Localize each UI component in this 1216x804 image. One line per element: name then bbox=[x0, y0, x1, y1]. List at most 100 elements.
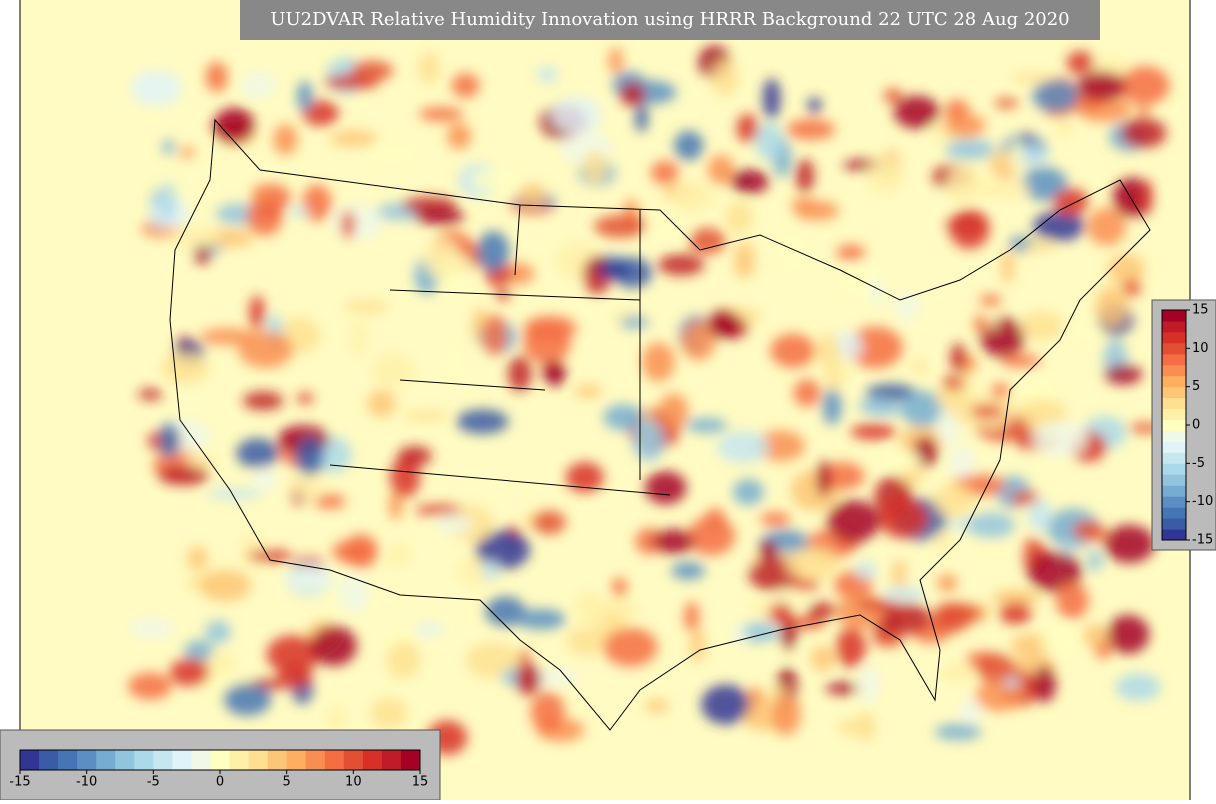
field-blob bbox=[815, 333, 841, 368]
field-blob bbox=[574, 384, 602, 398]
field-blob bbox=[1120, 118, 1167, 148]
field-blob bbox=[247, 549, 293, 563]
field-blob bbox=[329, 130, 378, 147]
field-blob bbox=[762, 645, 803, 661]
field-blob bbox=[302, 100, 339, 126]
field-blob bbox=[816, 460, 831, 498]
field-blob bbox=[537, 66, 558, 84]
field-blob bbox=[946, 164, 981, 204]
field-blob bbox=[530, 691, 565, 733]
field-blob bbox=[419, 106, 464, 122]
field-blob bbox=[194, 245, 212, 264]
colorbar-swatch bbox=[248, 750, 269, 770]
colorbar-swatch bbox=[1162, 310, 1186, 322]
field-blob bbox=[680, 320, 717, 361]
field-blob bbox=[482, 314, 508, 356]
colorbar-swatch bbox=[115, 750, 135, 770]
field-blob bbox=[658, 393, 689, 430]
field-blob bbox=[650, 160, 679, 185]
field-blob bbox=[518, 184, 547, 207]
field-blob bbox=[550, 96, 602, 134]
colorbar-tick-label: 15 bbox=[1192, 303, 1209, 318]
field-blob bbox=[128, 618, 175, 639]
field-blob bbox=[481, 560, 500, 581]
field-blob bbox=[937, 574, 958, 592]
field-blob bbox=[159, 182, 176, 222]
field-blob bbox=[990, 383, 1010, 399]
field-blob bbox=[515, 608, 566, 630]
field-blob bbox=[751, 601, 773, 614]
field-blob bbox=[532, 510, 566, 535]
field-blob bbox=[593, 215, 647, 238]
field-blob bbox=[451, 73, 480, 98]
field-blob bbox=[708, 309, 740, 340]
field-blob bbox=[999, 601, 1032, 625]
field-blob bbox=[184, 640, 214, 662]
field-blob bbox=[446, 342, 460, 384]
field-blob bbox=[975, 679, 1024, 712]
colorbar-tick-label: 0 bbox=[216, 775, 224, 790]
field-blob bbox=[969, 403, 1005, 418]
field-blob bbox=[582, 150, 608, 184]
field-blob bbox=[289, 206, 309, 218]
field-blob bbox=[387, 543, 410, 567]
colorbar-swatch bbox=[1162, 342, 1186, 355]
colorbar-swatch bbox=[20, 750, 40, 770]
field-blob bbox=[632, 419, 665, 462]
field-blob bbox=[912, 359, 927, 374]
field-blob bbox=[187, 546, 208, 571]
field-blob bbox=[686, 418, 728, 433]
colorbar-tick-label: 5 bbox=[283, 775, 291, 790]
field-blob bbox=[973, 314, 988, 333]
field-blob bbox=[645, 225, 691, 240]
field-blob bbox=[370, 697, 408, 729]
field-blob bbox=[1122, 278, 1141, 297]
field-blob bbox=[1041, 624, 1084, 659]
field-blob bbox=[128, 672, 173, 700]
colorbar-tick-label: 15 bbox=[412, 775, 429, 790]
field-blob bbox=[856, 560, 876, 580]
field-blob bbox=[171, 226, 221, 248]
field-blob bbox=[635, 103, 648, 133]
field-blob bbox=[1001, 249, 1015, 285]
field-blob bbox=[994, 98, 1019, 109]
field-blob bbox=[988, 150, 1013, 178]
field-blob bbox=[1066, 51, 1095, 75]
colorbar-swatch bbox=[1162, 430, 1186, 442]
field-blob bbox=[597, 262, 629, 279]
colorbar-tick-label: -15 bbox=[1192, 533, 1213, 548]
field-blob bbox=[330, 204, 384, 240]
field-blob bbox=[296, 392, 314, 404]
field-blob bbox=[786, 119, 836, 140]
field-blob bbox=[806, 602, 837, 619]
field-blob bbox=[1032, 421, 1089, 457]
field-blob bbox=[296, 80, 313, 112]
field-blob bbox=[894, 292, 920, 321]
field-blob bbox=[475, 530, 530, 570]
colorbar-swatch bbox=[1162, 518, 1186, 530]
field-blob bbox=[169, 658, 210, 687]
colorbar-tick-label: 5 bbox=[1192, 379, 1200, 394]
field-blob bbox=[687, 516, 736, 556]
field-blob bbox=[1056, 117, 1073, 138]
field-blob bbox=[732, 623, 746, 647]
field-blob bbox=[789, 577, 820, 593]
field-blob bbox=[130, 70, 182, 107]
field-blob bbox=[1119, 66, 1170, 105]
field-blob bbox=[857, 398, 896, 415]
colorbar-swatch bbox=[172, 750, 192, 770]
field-blob bbox=[785, 546, 839, 581]
colorbar-swatch bbox=[381, 750, 402, 770]
field-blob bbox=[878, 497, 929, 539]
colorbar-tick-label: -5 bbox=[147, 775, 160, 790]
colorbar-tick-label: -10 bbox=[1192, 494, 1213, 509]
field-blob bbox=[1140, 179, 1153, 215]
field-blob bbox=[733, 242, 755, 279]
field-blob bbox=[810, 645, 836, 672]
field-blob bbox=[611, 577, 628, 598]
colorbar-swatch bbox=[191, 750, 211, 770]
colorbar-tick-label: 0 bbox=[1192, 418, 1200, 433]
field-blob bbox=[1107, 254, 1145, 285]
field-blob bbox=[619, 316, 650, 329]
field-blob bbox=[766, 602, 794, 623]
